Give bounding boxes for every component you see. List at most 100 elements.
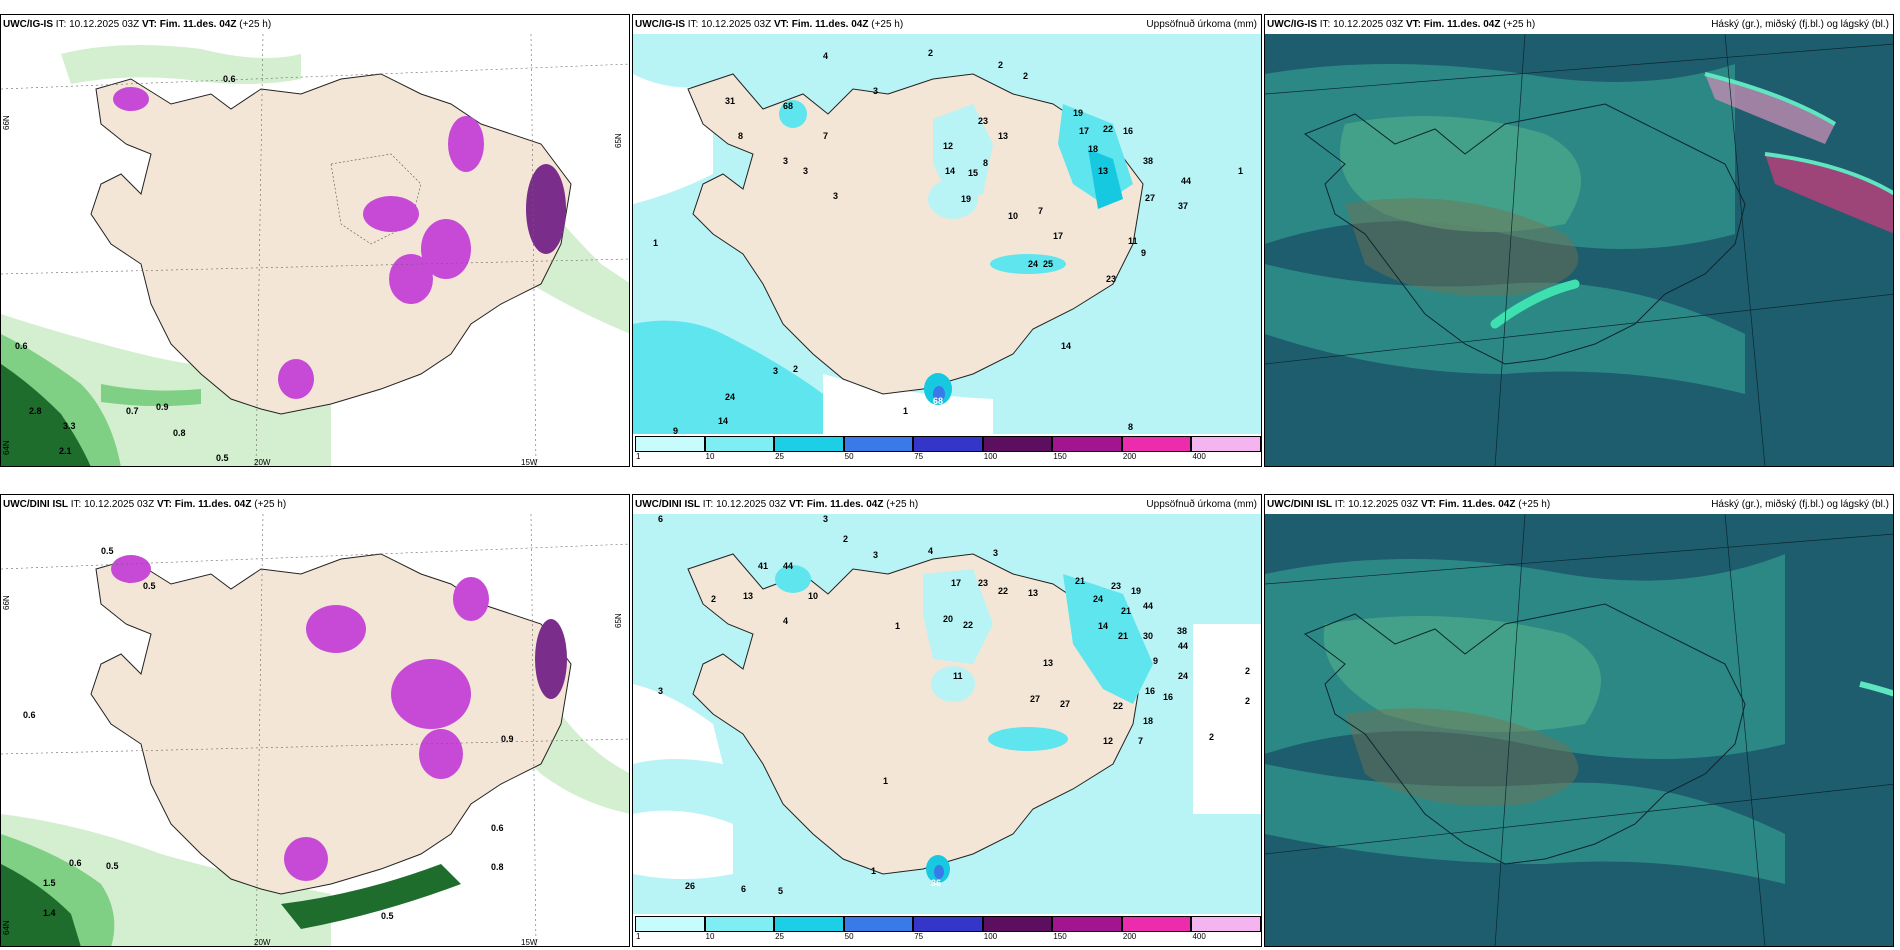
precip-value-label: 1 <box>653 238 658 248</box>
precip-value-label: 2 <box>928 48 933 58</box>
cloud-map <box>1265 34 1893 466</box>
precip-value-label: 37 <box>1178 201 1188 211</box>
precip-value-label: 7 <box>1038 206 1043 216</box>
precip-value-label: 14 <box>718 416 728 426</box>
colorbar-tick-label: 1 <box>636 452 641 461</box>
precip-value-label: 31 <box>725 96 735 106</box>
precip-value-label: 14 <box>945 166 955 176</box>
colorbar-swatch <box>843 916 914 932</box>
precip-map: 6 3 2 3 4 3 41 44 13 10 2 4 1 17 23 22 1… <box>633 514 1261 915</box>
wind-value-label: 0.5 <box>101 546 114 556</box>
colorbar-tick-label: 400 <box>1192 452 1206 461</box>
precip-value-label: 44 <box>1178 641 1188 651</box>
precip-value-label: 4 <box>928 546 933 556</box>
precip-value-label: 16 <box>1123 126 1133 136</box>
colorbar-swatch <box>843 436 914 452</box>
precip-value-label: 24 <box>1093 594 1103 604</box>
panel-header: UWC/IG-IS IT: 10.12.2025 03Z VT: Fim. 11… <box>1 15 629 34</box>
colorbar-swatch <box>1052 916 1122 932</box>
precip-value-label: 12 <box>1103 736 1113 746</box>
colorbar-swatch <box>774 916 844 932</box>
colorbar-swatch <box>913 436 983 452</box>
precip-value-label: 16 <box>1163 692 1173 702</box>
colorbar-tick-label: 200 <box>1122 932 1137 941</box>
precip-value-label: 19 <box>1131 586 1141 596</box>
precip-value-label: 14 <box>1098 621 1108 631</box>
precip-value-label: 6 <box>741 884 746 894</box>
lat-axis-label: 66N <box>2 115 11 130</box>
wind-value-label: 0.6 <box>223 74 236 84</box>
precip-value-label: 22 <box>963 620 973 630</box>
precip-value-label: 24 <box>1178 671 1188 681</box>
colorbar-swatch <box>1191 436 1261 452</box>
precip-value-label: 17 <box>1079 126 1089 136</box>
colorbar-tick-label: 25 <box>775 452 785 461</box>
wind-value-label: 2.1 <box>59 446 72 456</box>
wind-value-label: 0.8 <box>491 862 504 872</box>
colorbar-tick-label: 75 <box>914 932 924 941</box>
precip-value-label: 20 <box>943 614 953 624</box>
colorbar-tick-label: 75 <box>914 452 924 461</box>
wind-value-label: 2.8 <box>29 406 42 416</box>
precip-title: Uppsöfnuð úrkoma (mm) <box>1146 499 1257 510</box>
precip-value-label: 3 <box>658 686 663 696</box>
precip-value-label: 6 <box>658 514 663 524</box>
precip-value-label: 8 <box>983 158 988 168</box>
precip-value-label: 17 <box>1053 231 1063 241</box>
precip-value-label: 19 <box>961 194 971 204</box>
lon-axis-label: 20W <box>254 458 271 467</box>
precip-value-label: 5 <box>778 886 783 896</box>
precip-value-label: 11 <box>953 671 963 681</box>
precip-value-label: 13 <box>1043 658 1053 668</box>
cloud-title: Háský (gr.), miðský (fj.bl.) og lágský (… <box>1711 499 1889 510</box>
precip-value-label: 3 <box>873 550 878 560</box>
wind-value-label: 3.3 <box>63 421 76 431</box>
precip-value-label: 2 <box>1209 732 1214 742</box>
lon-axis-label: 20W <box>254 938 271 947</box>
wind-map-panel-ig: UWC/IG-IS IT: 10.12.2025 03Z VT: Fim. 11… <box>0 14 630 467</box>
precip-value-label: 23 <box>1111 581 1121 591</box>
wind-value-label: 0.8 <box>173 428 186 438</box>
wind-value-label: 0.6 <box>69 858 82 868</box>
precip-value-label: 13 <box>1028 588 1038 598</box>
precip-value-label: 19 <box>1073 108 1083 118</box>
precip-value-label: 1 <box>903 406 908 416</box>
precip-value-label: 9 <box>1141 248 1146 258</box>
panel-header: UWC/DINI ISL IT: 10.12.2025 03Z VT: Fim.… <box>633 495 1261 514</box>
lat-axis-label: 66N <box>2 595 11 610</box>
precip-value-label: 23 <box>978 578 988 588</box>
precip-value-label: 41 <box>758 561 768 571</box>
precip-map-panel-ig: UWC/IG-IS IT: 10.12.2025 03Z VT: Fim. 11… <box>632 14 1262 467</box>
precip-value-label: 2 <box>711 594 716 604</box>
precip-value-label: 13 <box>1098 166 1108 176</box>
precip-value-label: 1 <box>871 866 876 876</box>
precip-value-label: 13 <box>998 131 1008 141</box>
colorbar-tick-label: 200 <box>1122 452 1137 461</box>
precip-value-label: 3 <box>873 86 878 96</box>
precip-value-label: 10 <box>1008 211 1018 221</box>
precip-value-label: 8 <box>1128 422 1133 432</box>
colorbar-tick-label: 50 <box>844 452 854 461</box>
precip-value-label: 2 <box>1245 696 1250 706</box>
wind-value-label: 0.5 <box>216 453 229 463</box>
colorbar-swatch <box>982 436 1053 452</box>
colorbar-tick-label: 150 <box>1053 452 1067 461</box>
precip-value-label: 2 <box>843 534 848 544</box>
precip-value-label: 4 <box>783 616 788 626</box>
colorbar-swatch <box>704 436 775 452</box>
precip-value-label: 44 <box>783 561 793 571</box>
wind-map: 0.6 0.6 2.8 3.3 0.7 0.9 0.8 2.1 0.5 66N … <box>1 34 629 467</box>
panel-header: UWC/DINI ISL IT: 10.12.2025 03Z VT: Fim.… <box>1265 495 1893 514</box>
cloud-map <box>1265 514 1893 946</box>
precip-value-label: 2 <box>1245 666 1250 676</box>
precip-map-panel-dini: UWC/DINI ISL IT: 10.12.2025 03Z VT: Fim.… <box>632 494 1262 947</box>
panel-header: UWC/IG-IS IT: 10.12.2025 03Z VT: Fim. 11… <box>633 15 1261 34</box>
lon-axis-label: 15W <box>521 458 538 467</box>
precip-value-label: 17 <box>951 578 961 588</box>
colorbar-swatch <box>1121 916 1192 932</box>
wind-map: 0.5 0.5 0.6 0.6 0.5 1.5 1.4 0.6 0.8 0.9 … <box>1 514 629 947</box>
lat-axis-label: 64N <box>2 920 11 935</box>
precip-value-label: 21 <box>1075 576 1085 586</box>
precip-value-label: 22 <box>1113 701 1123 711</box>
precip-value-label: 36 <box>931 878 941 888</box>
